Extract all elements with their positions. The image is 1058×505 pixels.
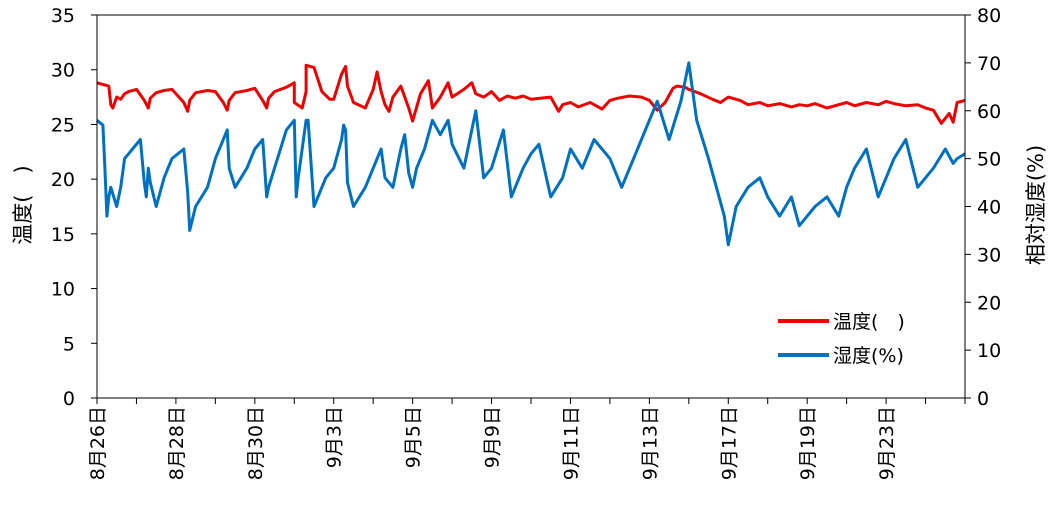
y-right-tick-label: 60: [977, 101, 1001, 123]
x-tick-label: 9月3日: [324, 406, 346, 468]
x-axis: 8月26日 8月28日 8月30日 9月3日 9月5日 9月9日 9月11日 9月13日 9月1…: [87, 398, 966, 480]
y-left-tick-label: 20: [51, 169, 75, 191]
y-left-title: 温度( ): [11, 165, 35, 244]
y-right-tick-label: 40: [977, 197, 1001, 219]
legend-rh-label: 湿度(%): [833, 345, 904, 367]
x-tick-label: 9月17日: [718, 406, 740, 480]
y-right-title: 相対湿度(%): [1024, 145, 1048, 265]
x-tick-label: 9月9日: [482, 406, 504, 468]
x-tick-label: 8月30日: [245, 406, 267, 480]
y-right-tick-label: 10: [977, 340, 1001, 362]
y-left-tick-label: 35: [51, 5, 75, 27]
x-tick-label: 8月28日: [166, 406, 188, 480]
y-left-tick-label: 5: [63, 333, 75, 355]
y-right-tick-label: 30: [977, 244, 1001, 266]
y-right-tick-label: 80: [977, 5, 1001, 27]
x-tick-label: 9月11日: [560, 406, 582, 480]
y-right-tick-label: 50: [977, 149, 1001, 171]
y-left-tick-label: 30: [51, 60, 75, 82]
x-tick-label: 8月26日: [87, 406, 109, 480]
y-right-axis: 0 10 20 30 40 50 60 70 80: [965, 5, 1001, 410]
y-right-tick-label: 70: [977, 53, 1001, 75]
x-tick-label: 9月13日: [639, 406, 661, 480]
y-left-tick-label: 25: [51, 114, 75, 136]
y-right-tick-label: 0: [977, 388, 989, 410]
humidity-series-line: [96, 61, 966, 247]
y-left-axis: 0 5 10 15 20 25 30 35: [51, 5, 97, 410]
y-left-tick-label: 15: [51, 224, 75, 246]
x-tick-label: 9月19日: [797, 406, 819, 480]
x-tick-label: 9月23日: [876, 406, 898, 480]
y-right-tick-label: 20: [977, 292, 1001, 314]
plot-frame: [96, 14, 966, 399]
series-layer: [96, 61, 966, 247]
y-left-tick-label: 0: [63, 388, 75, 410]
legend: 温度( ) 湿度(%): [778, 311, 905, 367]
y-left-tick-label: 10: [51, 279, 75, 301]
legend-temp-label: 温度( ): [833, 311, 905, 333]
x-tick-label: 9月5日: [403, 406, 425, 468]
temperature-series-line: [96, 63, 966, 125]
